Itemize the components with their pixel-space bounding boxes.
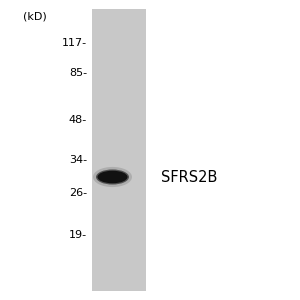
FancyBboxPatch shape [92, 9, 146, 291]
Text: 117-: 117- [62, 38, 87, 49]
Text: 48-: 48- [69, 115, 87, 125]
Text: 34-: 34- [69, 154, 87, 165]
Text: 26-: 26- [69, 188, 87, 199]
Text: SFRS2B: SFRS2B [160, 169, 217, 184]
Ellipse shape [98, 171, 128, 183]
Ellipse shape [96, 169, 129, 184]
Text: (kD): (kD) [22, 11, 46, 22]
Text: 19-: 19- [69, 230, 87, 241]
Text: 85-: 85- [69, 68, 87, 79]
Ellipse shape [93, 167, 132, 187]
